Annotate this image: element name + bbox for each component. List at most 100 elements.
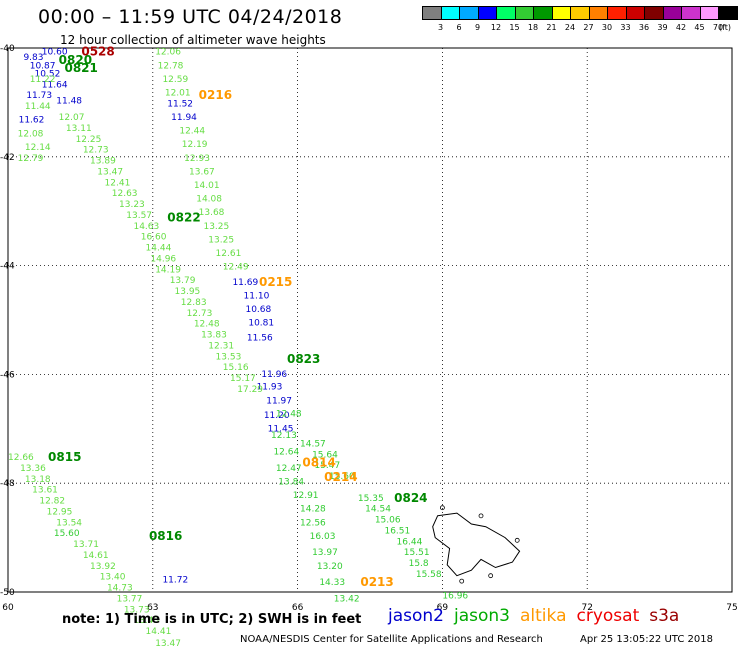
- colorbar-cell: [718, 6, 738, 20]
- wave-height-label: 11.93: [257, 382, 283, 392]
- wave-height-label: 11.69: [232, 278, 258, 288]
- generated-timestamp: Apr 25 13:05:22 UTC 2018: [580, 634, 713, 645]
- wave-height-label: 12.95: [47, 507, 73, 517]
- y-tick-label: -48: [0, 479, 15, 489]
- legend-cryosat: cryosat: [576, 606, 640, 626]
- colorbar-label: 15: [509, 23, 520, 32]
- pass-id-label: 0822: [167, 211, 200, 225]
- wave-height-label: 12.73: [187, 309, 213, 319]
- x-tick-label: 66: [292, 603, 304, 613]
- wave-height-label: 12.19: [182, 140, 208, 150]
- wave-height-label: 12.82: [39, 497, 65, 507]
- wave-height-label: 12.25: [76, 135, 102, 145]
- colorbar-label: 27: [583, 23, 594, 32]
- wave-height-label: 12.44: [179, 127, 205, 137]
- wave-height-label: 13.89: [90, 157, 116, 167]
- wave-height-label: 15.51: [404, 548, 430, 558]
- wave-height-label: 10.52: [35, 69, 61, 79]
- x-tick-label: 75: [726, 603, 737, 613]
- wave-height-label: 16.44: [397, 537, 423, 547]
- legend-s3a: s3a: [649, 606, 680, 626]
- wave-height-label: 14.44: [146, 244, 172, 254]
- wave-height-label: 16.96: [442, 592, 468, 602]
- wave-height-label: 13.53: [216, 352, 242, 362]
- wave-height-label: 14.28: [300, 505, 326, 515]
- wave-height-label: 15.60: [54, 529, 80, 539]
- wave-height-label: 9.83: [23, 53, 43, 63]
- wave-height-label: 13.61: [32, 486, 58, 496]
- wave-height-label: 13.84: [278, 477, 304, 487]
- wave-height-label: 13.47: [97, 167, 123, 177]
- pass-id-label: 0215: [259, 275, 292, 289]
- wave-height-label: 12.08: [18, 129, 44, 139]
- wave-height-label: 15.60: [329, 472, 355, 482]
- wave-height-label: 15.64: [312, 450, 338, 460]
- wave-height-label: 13.25: [203, 222, 229, 232]
- wave-height-label: 13.11: [66, 124, 92, 134]
- legend-altika: altika: [520, 606, 567, 626]
- colorbar-label: 21: [546, 23, 557, 32]
- colorbar-label: 45: [694, 23, 705, 32]
- wave-height-label: 11.64: [42, 80, 68, 90]
- x-tick-label: 63: [147, 603, 158, 613]
- wave-height-label: 12.48: [194, 320, 220, 330]
- wave-height-label: 13.23: [119, 200, 145, 210]
- legend-jason2: jason2: [388, 606, 444, 626]
- wave-height-label: 13.18: [25, 475, 51, 485]
- colorbar-label: 33: [620, 23, 631, 32]
- wave-height-label: 12.48: [276, 409, 302, 419]
- wave-height-label: 12.83: [181, 298, 207, 308]
- x-tick-label: 69: [437, 603, 449, 613]
- pass-id-label: 0213: [360, 575, 393, 589]
- island-outline: [478, 513, 484, 519]
- wave-height-label: 13.73: [124, 605, 150, 615]
- wave-height-label: 14.19: [155, 265, 181, 275]
- satellite-legend: jason2 jason3 altika cryosat s3a: [388, 606, 689, 626]
- wave-height-label: 11.20: [264, 411, 290, 421]
- colorbar-label: 3: [437, 23, 444, 32]
- pass-id-label: 0528: [81, 45, 114, 59]
- wave-height-label: 16.60: [141, 233, 167, 243]
- wave-height-label: 11.72: [162, 575, 188, 585]
- pass-id-label: 0821: [64, 61, 97, 75]
- pass-id-label: 0214: [324, 470, 357, 484]
- wave-height-label: 11.10: [244, 291, 270, 301]
- wave-height-label: 12.31: [208, 341, 234, 351]
- wave-height-label: 12.14: [25, 143, 51, 153]
- wave-height-label: 10.68: [245, 305, 271, 315]
- wave-height-label: 12.41: [105, 178, 131, 188]
- wave-height-label: 12.91: [293, 491, 319, 501]
- wave-height-label: 14.54: [365, 505, 391, 515]
- wave-height-label: 17.29: [237, 385, 263, 395]
- wave-height-label: 13.43: [133, 616, 159, 626]
- island-outline: [439, 505, 445, 511]
- wave-height-label: 14.08: [196, 195, 222, 205]
- wave-height-label: 14.33: [319, 578, 345, 588]
- wave-height-label: 14.61: [83, 551, 109, 561]
- x-tick-label: 60: [2, 603, 14, 613]
- wave-height-label: 11.73: [26, 91, 52, 101]
- island-outline: [459, 578, 465, 584]
- wave-height-label: 11.96: [261, 370, 287, 380]
- wave-height-label: 13.54: [56, 518, 82, 528]
- legend-jason3: jason3: [454, 606, 510, 626]
- wave-height-label: 16.03: [310, 532, 336, 542]
- wave-height-label: 12.07: [59, 113, 85, 123]
- land-outline: [432, 512, 521, 577]
- wave-height-label: 10.87: [30, 61, 56, 71]
- pass-id-label: 0823: [287, 352, 320, 366]
- pass-id-label: 0815: [48, 450, 81, 464]
- colorbar-label: 6: [456, 23, 462, 32]
- x-tick-label: 72: [581, 603, 592, 613]
- island-outline: [514, 537, 520, 543]
- wave-height-label: 14.96: [150, 254, 176, 264]
- colorbar-label: 12: [490, 23, 502, 32]
- pass-id-label: 0814: [302, 455, 335, 469]
- wave-height-label: 13.67: [189, 167, 215, 177]
- page-subtitle: 12 hour collection of altimeter wave hei…: [60, 33, 326, 47]
- wave-height-label: 11.97: [266, 396, 292, 406]
- y-tick-label: -44: [0, 262, 15, 272]
- wave-height-label: 11.44: [25, 102, 51, 112]
- wave-height-label: 14.63: [133, 222, 159, 232]
- wave-height-label: 12.01: [165, 89, 191, 99]
